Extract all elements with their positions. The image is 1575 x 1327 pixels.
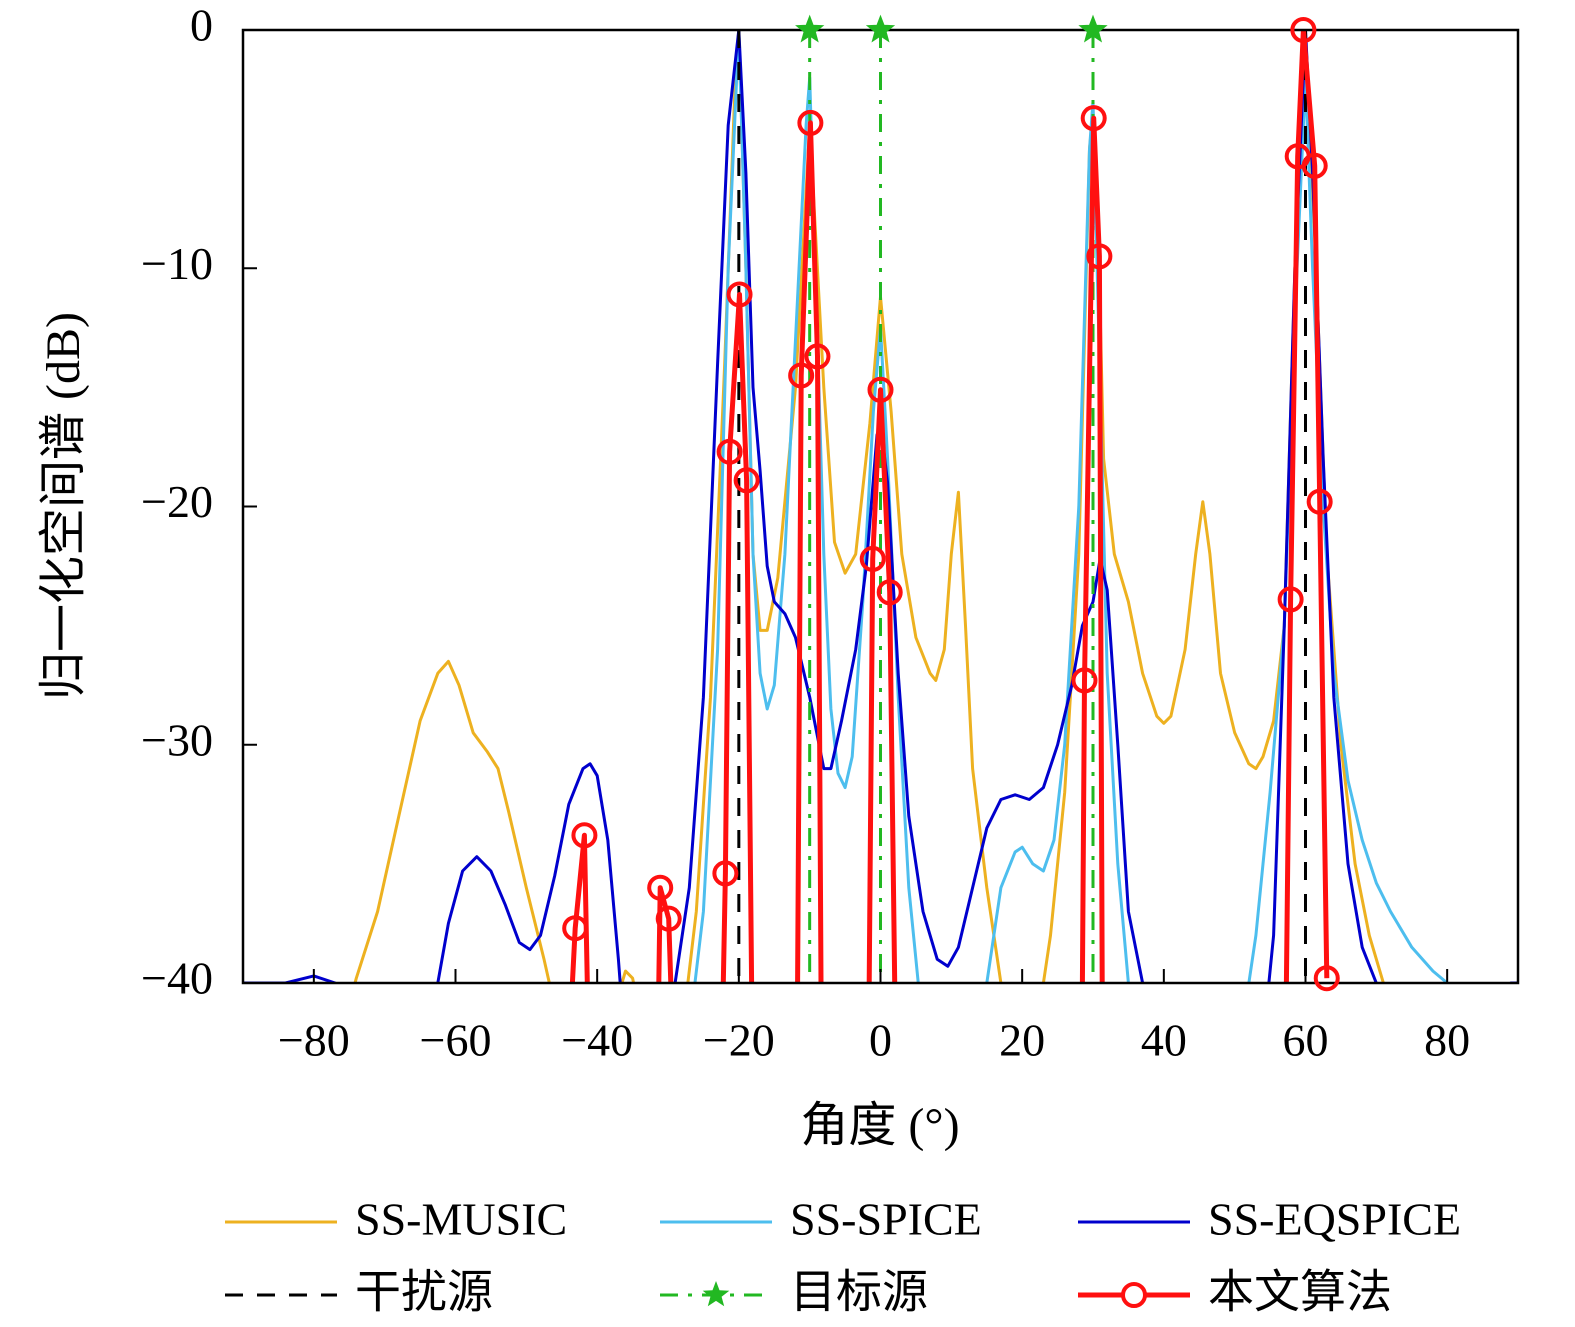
circle-marker [733, 467, 760, 494]
circle-marker [797, 109, 824, 136]
y-tick-label: 0 [190, 0, 213, 51]
circle-marker [712, 860, 739, 887]
x-tick-label: −40 [561, 1015, 633, 1066]
circle-marker [726, 281, 753, 308]
circle-marker [1306, 488, 1333, 515]
circle-marker [1080, 105, 1107, 132]
legend-label: SS-EQSPICE [1208, 1194, 1461, 1245]
x-tick-label: 0 [869, 1015, 892, 1066]
circle-marker [876, 579, 903, 606]
circle-marker [562, 915, 589, 942]
circle-marker [655, 905, 682, 932]
circle-marker [859, 545, 886, 572]
circle-marker [647, 874, 674, 901]
star-marker [865, 14, 896, 43]
circle-marker [571, 822, 598, 849]
star-marker [795, 14, 825, 43]
series-line [353, 30, 1385, 983]
legend-marker [1121, 1282, 1147, 1308]
y-axis-label: 归一化空间谱 (dB) [37, 312, 90, 700]
circle-marker [716, 438, 743, 465]
y-tick-label: −20 [141, 476, 213, 527]
x-tick-label: −80 [278, 1015, 350, 1066]
star-marker [1078, 14, 1108, 43]
legend-label: 本文算法 [1208, 1267, 1392, 1318]
legend-label: SS-SPICE [790, 1194, 982, 1245]
x-tick-label: 20 [999, 1015, 1045, 1066]
y-tick-label: −30 [141, 714, 213, 765]
circle-marker [804, 343, 831, 370]
x-tick-label: 60 [1283, 1015, 1329, 1066]
circle-marker [1277, 586, 1304, 613]
x-tick-label: 80 [1424, 1015, 1470, 1066]
circle-marker [788, 362, 815, 389]
legend-label: SS-MUSIC [355, 1194, 567, 1245]
x-tick-label: −60 [420, 1015, 492, 1066]
y-tick-label: −40 [141, 953, 213, 1004]
circle-marker [1086, 243, 1113, 270]
legend-label: 目标源 [790, 1267, 928, 1318]
legend-label: 干扰源 [355, 1267, 493, 1318]
series-line [693, 30, 1449, 983]
y-tick-label: −10 [141, 238, 213, 289]
series-line [569, 30, 1330, 983]
plot-area [243, 30, 1518, 983]
circle-marker [1301, 152, 1328, 179]
circle-marker [1313, 965, 1340, 992]
x-axis-label: 角度 (°) [800, 1099, 959, 1152]
circle-marker [1290, 17, 1317, 43]
x-tick-label: 40 [1141, 1015, 1187, 1066]
circle-marker [1071, 667, 1098, 694]
circle-marker [867, 376, 894, 403]
legend-marker [702, 1281, 730, 1307]
x-tick-label: −20 [703, 1015, 775, 1066]
